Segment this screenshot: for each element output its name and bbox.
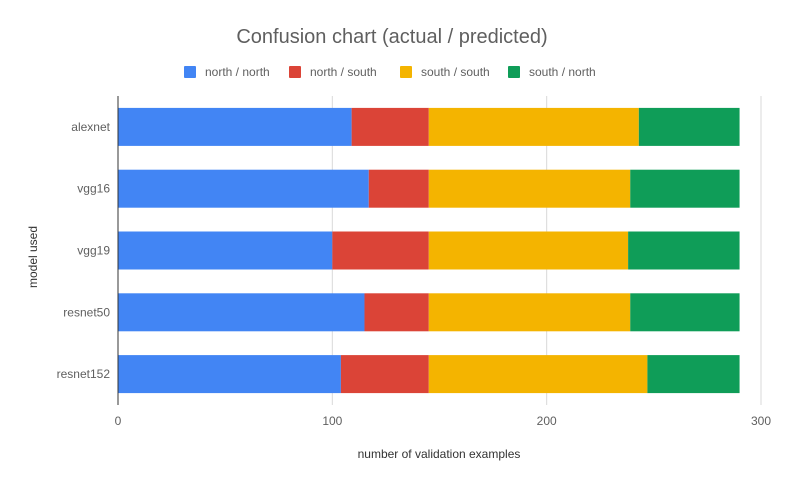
bar-row-vgg19 xyxy=(118,231,740,270)
y-tick-label: resnet152 xyxy=(57,367,111,381)
bar-segment xyxy=(428,169,631,208)
bar-segment xyxy=(351,107,429,146)
bar-segment xyxy=(647,355,740,394)
bar-segment xyxy=(428,355,648,394)
bar-segment xyxy=(638,107,740,146)
bar-row-resnet152 xyxy=(118,355,740,394)
bar-row-vgg16 xyxy=(118,169,740,208)
legend-swatch xyxy=(400,66,412,78)
x-axis-label: number of validation examples xyxy=(358,447,521,461)
legend: north / north north / south south / south s… xyxy=(184,65,596,79)
bar-segment xyxy=(628,231,740,270)
bar-segment xyxy=(332,231,429,270)
bar-segment xyxy=(428,293,631,332)
y-tick-label: vgg19 xyxy=(77,244,110,258)
bar-segment xyxy=(340,355,429,394)
bar-segment xyxy=(368,169,429,208)
x-tick-label: 300 xyxy=(751,414,771,428)
bar-segment xyxy=(118,107,352,146)
legend-item[interactable]: south / south xyxy=(400,65,490,79)
x-tick-labels: 0 100 200 300 xyxy=(115,414,772,428)
bars xyxy=(118,107,740,394)
legend-label: north / south xyxy=(310,65,377,79)
legend-item[interactable]: north / north xyxy=(184,65,270,79)
bar-segment xyxy=(428,107,639,146)
legend-swatch xyxy=(184,66,196,78)
bar-segment xyxy=(428,231,629,270)
bar-segment xyxy=(630,169,740,208)
legend-label: north / north xyxy=(205,65,270,79)
legend-label: south / south xyxy=(421,65,490,79)
bar-row-alexnet xyxy=(118,107,740,146)
y-tick-label: alexnet xyxy=(71,120,110,134)
legend-swatch xyxy=(289,66,301,78)
y-tick-label: resnet50 xyxy=(63,305,110,319)
bar-segment xyxy=(630,293,740,332)
bar-row-resnet50 xyxy=(118,293,740,332)
legend-item[interactable]: north / south xyxy=(289,65,377,79)
legend-swatch xyxy=(508,66,520,78)
chart-title: Confusion chart (actual / predicted) xyxy=(236,26,547,48)
y-tick-labels: alexnet vgg16 vgg19 resnet50 resnet152 xyxy=(57,120,111,381)
bar-segment xyxy=(118,293,365,332)
bar-segment xyxy=(118,169,369,208)
y-tick-label: vgg16 xyxy=(77,182,110,196)
x-tick-label: 200 xyxy=(537,414,557,428)
x-tick-label: 0 xyxy=(115,414,122,428)
bar-segment xyxy=(364,293,429,332)
legend-label: south / north xyxy=(529,65,596,79)
y-axis-label: model used xyxy=(26,226,40,288)
x-tick-label: 100 xyxy=(322,414,342,428)
bar-segment xyxy=(118,231,333,270)
bar-segment xyxy=(118,355,341,394)
legend-item[interactable]: south / north xyxy=(508,65,596,79)
